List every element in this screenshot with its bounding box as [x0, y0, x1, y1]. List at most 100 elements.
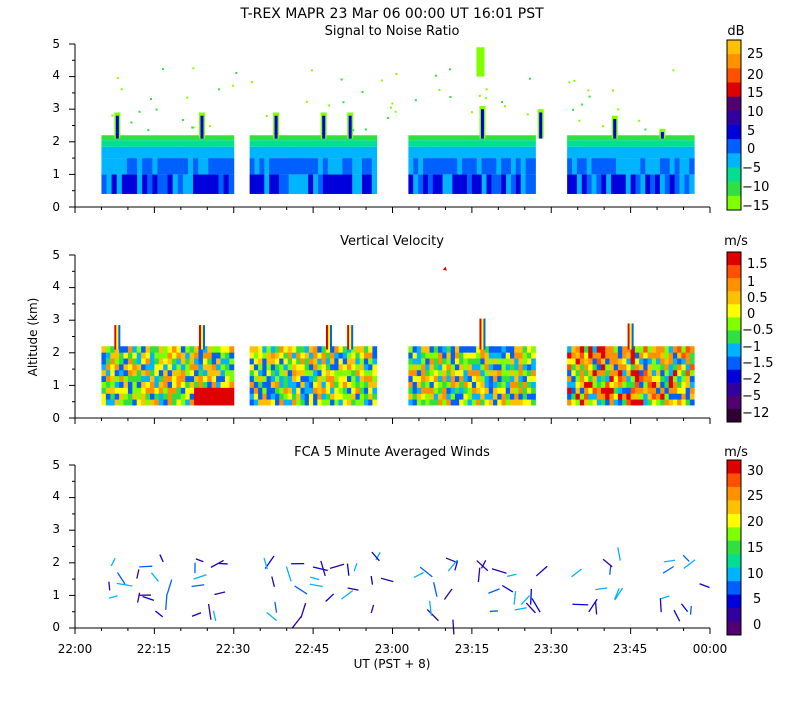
vv-cell	[258, 393, 263, 399]
vv-cell	[207, 399, 212, 405]
vv-cell	[368, 358, 373, 364]
vv-cell	[605, 352, 610, 358]
snr-speck	[218, 88, 220, 90]
vv-cell	[455, 393, 460, 399]
vv-cell	[128, 370, 133, 376]
vv-cell	[485, 364, 490, 370]
vv-cell	[313, 387, 318, 393]
colorbar-swatch	[727, 500, 741, 514]
snr-cell	[193, 140, 199, 147]
snr-cell	[224, 147, 230, 158]
vv-cell	[576, 393, 581, 399]
vv-cell	[502, 387, 507, 393]
snr-cell	[530, 135, 535, 140]
vv-cell	[254, 393, 259, 399]
wind-barb	[572, 604, 588, 605]
snr-cell	[362, 158, 367, 174]
vv-cell	[292, 387, 297, 393]
snr-cell	[347, 174, 352, 194]
snr-cell	[333, 158, 338, 174]
vv-cell	[124, 393, 129, 399]
snr-cell	[313, 158, 318, 174]
vv-cell	[300, 376, 305, 382]
vv-cell	[355, 358, 360, 364]
vv-cell	[567, 381, 572, 387]
snr-cell	[684, 158, 689, 174]
snr-cell	[408, 147, 413, 158]
vv-cell	[652, 399, 657, 405]
snr-cell	[428, 140, 433, 147]
vv-cell	[442, 399, 447, 405]
vv-cell	[119, 376, 124, 382]
vv-cell	[207, 346, 212, 352]
vv-cell	[656, 399, 661, 405]
vv-cell	[523, 352, 528, 358]
wind-barb	[192, 585, 205, 587]
vv-cell	[132, 346, 137, 352]
vv-cell	[451, 399, 456, 405]
vv-cell	[463, 381, 468, 387]
vv-cell	[372, 393, 377, 399]
vv-cell	[163, 358, 168, 364]
colorbar-label: −5	[742, 161, 761, 176]
vv-cell	[669, 393, 674, 399]
colorbar-swatch	[727, 83, 741, 98]
vv-cell	[330, 387, 335, 393]
vv-cell	[343, 387, 348, 393]
vv-cell	[119, 358, 124, 364]
snr-cell	[645, 147, 650, 158]
snr-speck	[587, 89, 589, 91]
vv-cell	[172, 376, 177, 382]
vv-cell	[146, 376, 151, 382]
colorbar-swatch	[727, 595, 741, 609]
vv-cell	[631, 399, 636, 405]
snr-cell	[477, 158, 482, 174]
vv-cell	[309, 364, 314, 370]
vv-cell	[372, 381, 377, 387]
snr-cell	[303, 135, 308, 140]
vv-cell	[185, 393, 190, 399]
vv-cell	[531, 346, 536, 352]
vv-cell	[221, 352, 226, 358]
wind-barb	[492, 569, 507, 574]
vv-cell	[421, 358, 426, 364]
vv-cell	[588, 393, 593, 399]
vv-cell	[364, 358, 369, 364]
vv-cell	[664, 393, 669, 399]
vv-cell	[194, 387, 199, 393]
vv-cell	[438, 393, 443, 399]
snr-cell	[328, 147, 333, 158]
vv-cell	[626, 352, 631, 358]
wind-barb	[348, 588, 359, 590]
snr-speck	[602, 125, 604, 127]
snr-cell	[289, 158, 294, 174]
vv-y-tick-labels: 0 1 2 3 4 5	[52, 248, 60, 425]
vv-cell	[372, 376, 377, 382]
vv-cell	[690, 387, 695, 393]
vv-cell	[597, 346, 602, 352]
snr-cell	[168, 135, 174, 140]
vv-cell	[221, 346, 226, 352]
vv-cell	[198, 393, 203, 399]
snr-cell	[631, 147, 636, 158]
vv-cell	[609, 358, 614, 364]
colorbar-swatch	[727, 541, 741, 555]
vv-cell	[115, 364, 120, 370]
snr-cell	[264, 158, 269, 174]
vv-cell	[128, 352, 133, 358]
vv-cell	[510, 370, 515, 376]
vv-cell	[150, 387, 155, 393]
snr-speck	[139, 111, 141, 113]
snr-cell	[516, 158, 521, 174]
wind-barb	[514, 591, 515, 605]
vv-cell	[463, 358, 468, 364]
vv-cell	[128, 364, 133, 370]
vv-cell	[101, 376, 106, 382]
vv-cell	[110, 376, 115, 382]
vv-plume-blue	[203, 325, 205, 349]
vv-cell	[339, 358, 344, 364]
vv-cell	[168, 393, 173, 399]
colorbar-label: 25	[747, 489, 764, 504]
vv-cell	[203, 399, 208, 405]
vv-cell	[216, 352, 221, 358]
